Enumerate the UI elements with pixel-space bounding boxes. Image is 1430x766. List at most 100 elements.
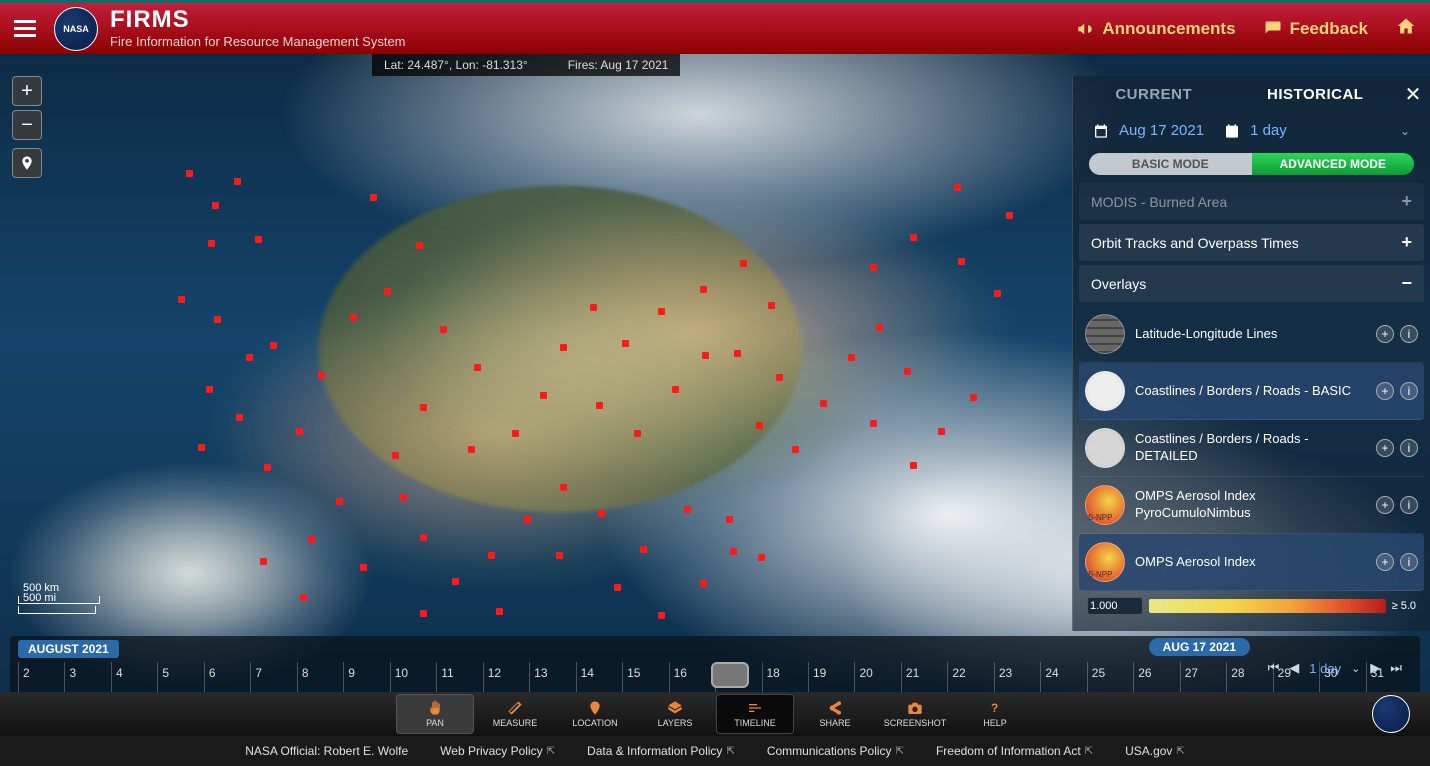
timeline-thumb[interactable] [711,662,749,688]
layers-tool[interactable]: LAYERS [636,694,714,734]
timeline-first-icon[interactable]: ⏮ [1268,660,1280,676]
tool-label: MEASURE [493,718,538,728]
app-header: FIRMS Fire Information for Resource Mana… [0,0,1430,54]
timeline-day[interactable]: 19 [808,662,854,692]
section-overlays[interactable]: Overlays − [1079,265,1424,302]
timeline-day[interactable]: 15 [622,662,668,692]
menu-icon[interactable] [14,16,36,41]
timeline-day[interactable]: 28 [1226,662,1272,692]
fire-point [440,326,447,333]
coord-fires: Fires: Aug 17 2021 [568,58,669,72]
share-tool[interactable]: SHARE [796,694,874,734]
info-icon[interactable]: i [1400,382,1418,400]
info-icon[interactable]: i [1400,496,1418,514]
info-icon[interactable]: i [1400,439,1418,457]
timeline-day[interactable]: 27 [1180,662,1226,692]
mode-advanced[interactable]: ADVANCED MODE [1252,153,1415,175]
footer-data[interactable]: Data & Information Policy⇱ [587,744,735,758]
coordinate-bar: Lat: 24.487°, Lon: -81.313° Fires: Aug 1… [372,54,680,76]
locate-button[interactable] [12,148,42,178]
pan-tool[interactable]: PAN [396,694,474,734]
layer-omps-pyro[interactable]: S-NPP OMPS Aerosol Index PyroCumuloNimbu… [1079,477,1424,534]
timeline-day[interactable]: 16 [669,662,715,692]
timeline-day[interactable]: 18 [762,662,808,692]
fire-point [308,536,315,543]
add-icon[interactable]: + [1376,439,1394,457]
measure-tool[interactable]: MEASURE [476,694,554,734]
timeline-day[interactable]: 21 [901,662,947,692]
footer-usa[interactable]: USA.gov⇱ [1125,744,1185,758]
add-icon[interactable]: + [1376,382,1394,400]
mode-toggle[interactable]: BASIC MODE ADVANCED MODE [1089,153,1414,175]
section-orbit[interactable]: Orbit Tracks and Overpass Times + [1079,224,1424,261]
timeline-day[interactable]: 2 [18,662,64,692]
timeline-day[interactable]: 26 [1133,662,1179,692]
screenshot-tool[interactable]: SCREENSHOT [876,694,954,734]
add-icon[interactable]: + [1376,325,1394,343]
timeline-day[interactable]: 14 [576,662,622,692]
footer-privacy[interactable]: Web Privacy Policy⇱ [440,744,555,758]
nasa-logo-small-icon[interactable] [1372,695,1410,733]
tool-label: TIMELINE [734,718,776,728]
nasa-logo-icon[interactable] [54,7,98,51]
timeline-day[interactable]: 6 [204,662,250,692]
fire-point [420,404,427,411]
tab-current[interactable]: CURRENT [1073,78,1235,111]
timeline-day[interactable]: 22 [947,662,993,692]
mode-basic[interactable]: BASIC MODE [1089,153,1252,175]
layer-latlon[interactable]: Latitude-Longitude Lines + i [1079,306,1424,363]
info-icon[interactable]: i [1400,325,1418,343]
timeline-day[interactable]: 20 [854,662,900,692]
timeline-next-icon[interactable]: ▶ [1370,660,1380,676]
layer-list[interactable]: MODIS - Burned Area + Orbit Tracks and O… [1073,183,1430,631]
selected-date[interactable]: Aug 17 2021 [1119,122,1204,139]
gradient-min-input[interactable] [1087,597,1143,615]
help-tool[interactable]: ? HELP [956,694,1034,734]
timeline-range[interactable]: 1 day [1309,661,1341,676]
tool-label: SCREENSHOT [884,718,947,728]
announcements-link[interactable]: Announcements [1076,19,1235,39]
timeline-day[interactable]: 3 [64,662,110,692]
timeline-days[interactable]: 2345678910111213141516171819202122232425… [18,662,1412,692]
panel-close-icon[interactable]: ✕ [1396,82,1430,107]
layer-human-settlement[interactable]: Landsat Human Built-up And Settlement Ex… [1079,625,1424,631]
info-icon[interactable]: i [1400,553,1418,571]
feedback-label: Feedback [1290,19,1368,39]
feedback-link[interactable]: Feedback [1264,19,1368,39]
timeline-day[interactable]: 4 [111,662,157,692]
share-icon [827,700,843,716]
timeline-day[interactable]: 13 [529,662,575,692]
location-tool[interactable]: LOCATION [556,694,634,734]
timeline-day[interactable]: 23 [994,662,1040,692]
date-range[interactable]: 1 day [1250,122,1287,139]
timeline-day[interactable]: 9 [343,662,389,692]
fire-point [734,350,741,357]
timeline-prev-icon[interactable]: ◀ [1289,660,1299,676]
timeline-last-icon[interactable]: ⏭ [1390,660,1402,676]
footer-comm[interactable]: Communications Policy⇱ [767,744,904,758]
timeline-day[interactable]: 5 [157,662,203,692]
timeline-day[interactable]: 8 [297,662,343,692]
add-icon[interactable]: + [1376,553,1394,571]
layer-coastlines-detailed[interactable]: Coastlines / Borders / Roads - DETAILED … [1079,420,1424,477]
timeline-day[interactable]: 12 [483,662,529,692]
tab-historical[interactable]: HISTORICAL [1235,78,1397,111]
chevron-down-icon[interactable]: ⌄ [1400,124,1410,138]
timeline-day[interactable]: 25 [1087,662,1133,692]
timeline-day[interactable]: 11 [436,662,482,692]
layer-omps-aerosol[interactable]: S-NPP OMPS Aerosol Index + i [1079,534,1424,591]
layer-coastlines-basic[interactable]: Coastlines / Borders / Roads - BASIC + i [1079,363,1424,420]
zoom-in-button[interactable]: + [12,76,42,106]
fire-point [730,548,737,555]
timeline-tool[interactable]: TIMELINE [716,694,794,734]
add-icon[interactable]: + [1376,496,1394,514]
home-icon[interactable] [1396,16,1416,41]
zoom-out-button[interactable]: − [12,110,42,140]
timeline-day[interactable]: 7 [250,662,296,692]
fire-point [756,422,763,429]
timeline-day[interactable]: 10 [390,662,436,692]
timeline-day[interactable]: 24 [1040,662,1086,692]
footer-foia[interactable]: Freedom of Information Act⇱ [936,744,1093,758]
section-modis[interactable]: MODIS - Burned Area + [1079,183,1424,220]
chevron-down-icon[interactable]: ⌄ [1351,662,1360,675]
